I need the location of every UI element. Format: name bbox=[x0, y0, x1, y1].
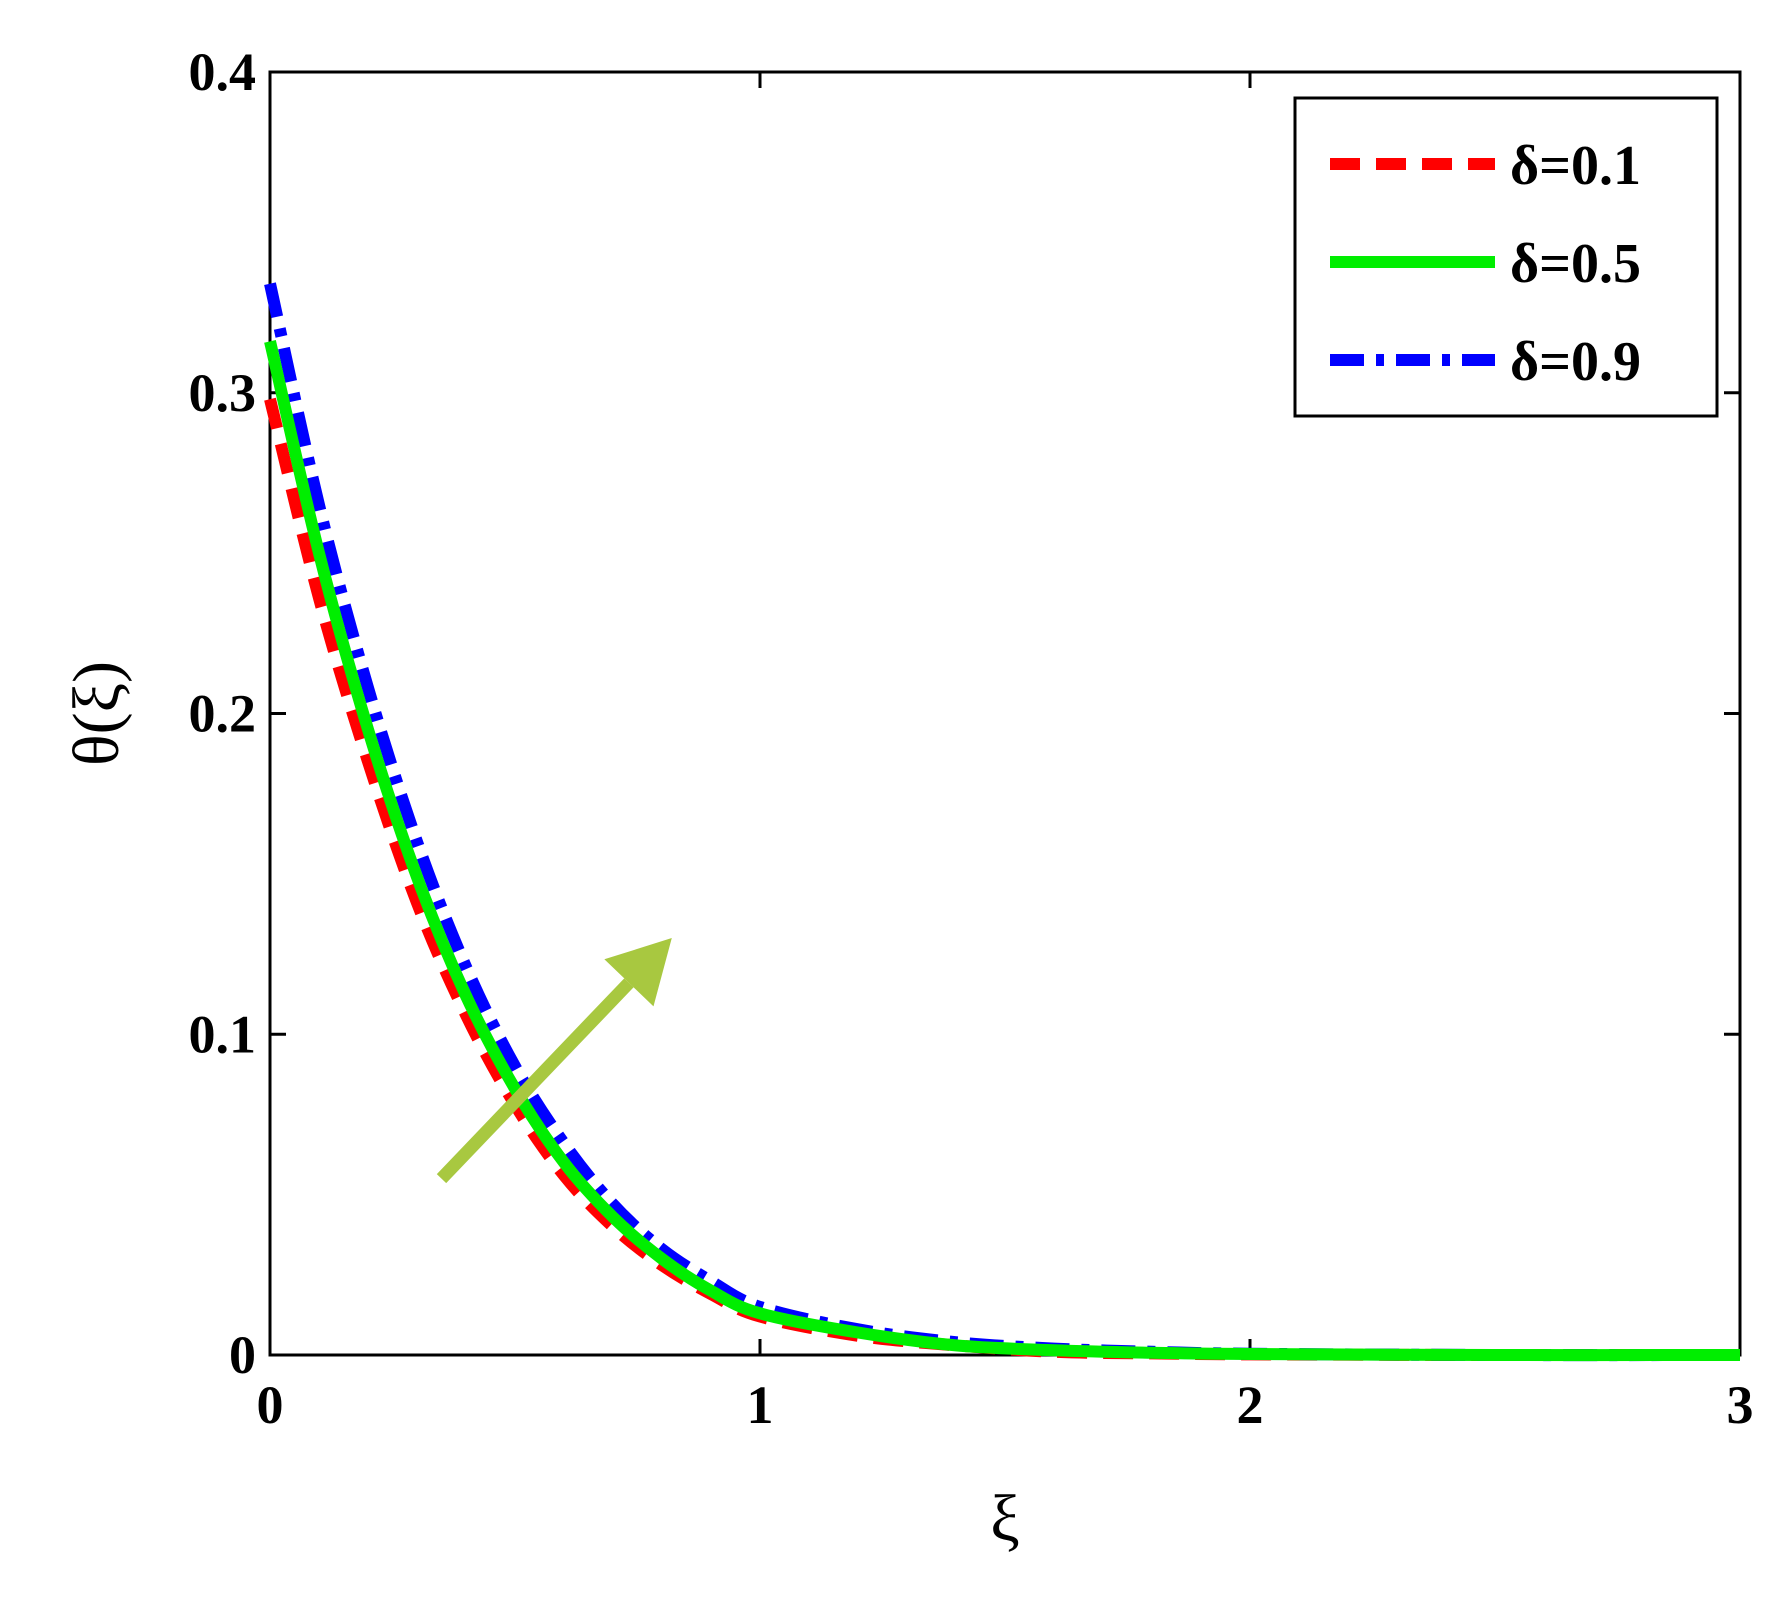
series-layer bbox=[264, 282, 1741, 1362]
trend-arrow-shaft bbox=[436, 978, 634, 1184]
legend-label-1: δ=0.1 bbox=[1510, 135, 1641, 197]
trend-arrow-head bbox=[604, 938, 672, 1007]
y-tick-label: 0.1 bbox=[189, 1004, 257, 1064]
y-tick-label: 0 bbox=[229, 1325, 256, 1385]
legend-label-3: δ=0.9 bbox=[1510, 331, 1641, 393]
y-tick-label: 0.2 bbox=[189, 684, 257, 744]
x-axis-label: ξ bbox=[990, 1482, 1019, 1555]
annotation-layer bbox=[436, 938, 672, 1184]
x-tick-label: 1 bbox=[747, 1375, 774, 1435]
series-line-2 bbox=[264, 340, 1741, 1362]
legend-label-2: δ=0.5 bbox=[1510, 233, 1641, 295]
legend: δ=0.1 δ=0.5 δ=0.9 bbox=[1293, 96, 1719, 418]
y-tick-label: 0.4 bbox=[189, 42, 257, 102]
x-tick-label: 2 bbox=[1237, 1375, 1264, 1435]
x-tick-label: 3 bbox=[1727, 1375, 1754, 1435]
x-tick-label: 0 bbox=[257, 1375, 284, 1435]
y-tick-label: 0.3 bbox=[189, 363, 257, 423]
series-line-1 bbox=[264, 397, 1741, 1362]
y-axis-label: θ(ξ) bbox=[60, 661, 133, 766]
series-line-3 bbox=[264, 282, 1741, 1362]
